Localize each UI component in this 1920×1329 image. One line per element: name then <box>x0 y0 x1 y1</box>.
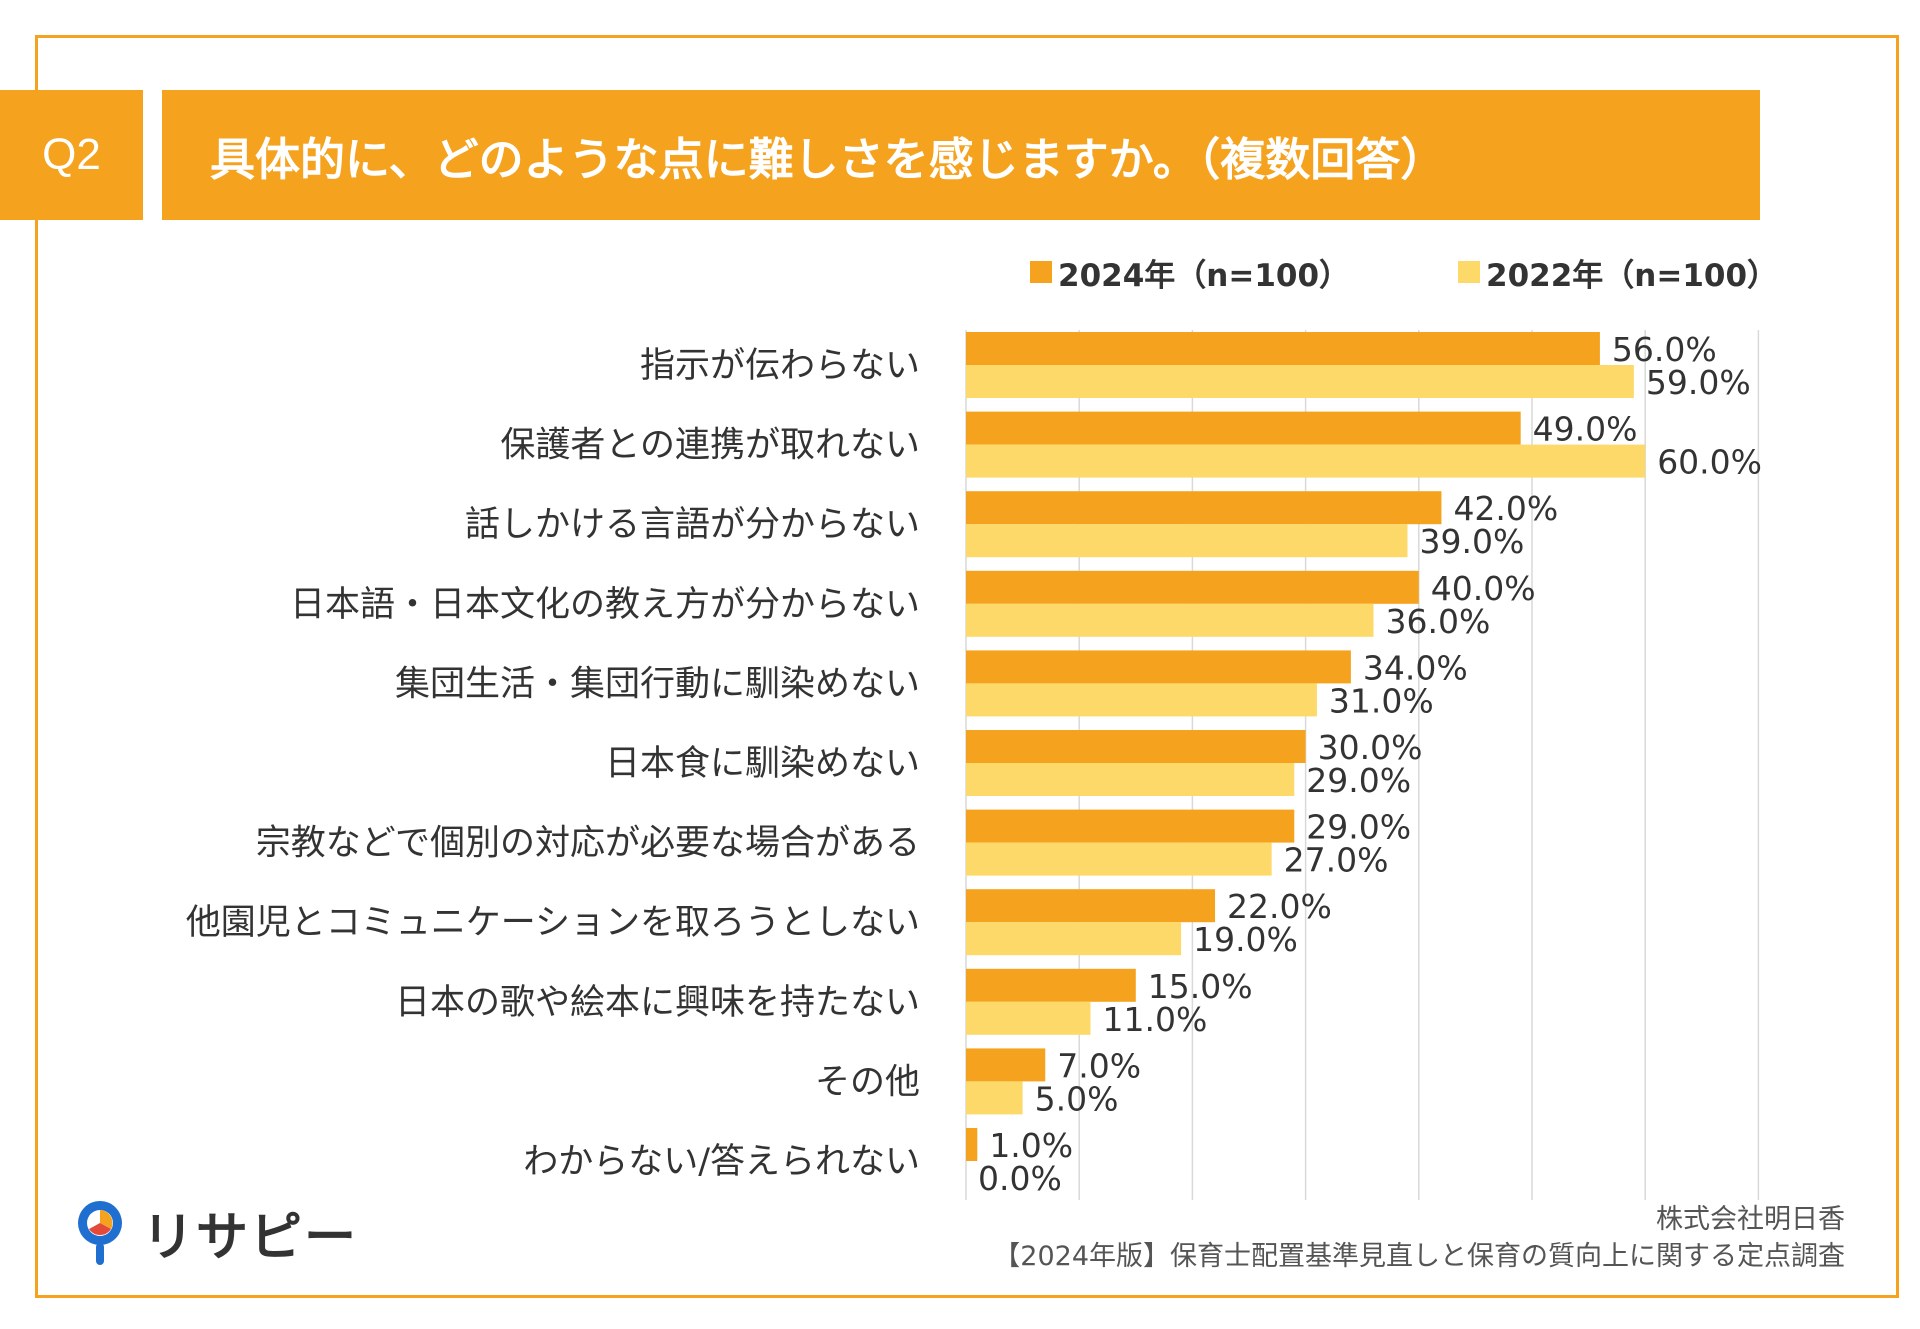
brand-logo: リサピー <box>70 1197 359 1268</box>
bar-2022 <box>966 763 1295 796</box>
data-label: 30.0% <box>1318 728 1423 767</box>
data-label: 42.0% <box>1453 489 1558 528</box>
bar-2024 <box>966 570 1419 604</box>
bar-2024 <box>966 650 1351 684</box>
company-name: 株式会社明日香 <box>1656 1204 1845 1235</box>
legend-label-2024: 2024年（n=100） <box>1058 257 1351 294</box>
data-label: 40.0% <box>1431 569 1536 608</box>
bar-2022 <box>966 603 1374 637</box>
category-label: 日本の歌や絵本に興味を持たない <box>395 983 920 1023</box>
bar-2024 <box>966 332 1600 365</box>
category-label: 宗教などで個別の対応が必要な場合がある <box>256 824 920 864</box>
data-label: 19.0% <box>1193 920 1298 959</box>
category-label: 集団生活・集団行動に馴染めない <box>395 664 920 704</box>
data-label: 1.0% <box>989 1126 1073 1165</box>
category-label: 日本語・日本文化の教え方が分からない <box>290 585 920 625</box>
bar-2022 <box>966 1081 1023 1115</box>
bar-2022 <box>966 842 1272 876</box>
outer-frame <box>35 35 1899 1298</box>
bar-2024 <box>966 889 1216 923</box>
data-label: 7.0% <box>1057 1046 1141 1085</box>
question-number-badge: Q2 <box>0 90 143 220</box>
data-label: 31.0% <box>1329 681 1434 720</box>
bar-2024 <box>966 730 1306 763</box>
bar-2022 <box>966 365 1634 398</box>
bar-2024 <box>966 809 1295 843</box>
data-label: 36.0% <box>1386 602 1491 641</box>
legend-swatch-2024 <box>1030 261 1052 283</box>
bar-2024 <box>966 1048 1046 1082</box>
pin-logo-icon <box>78 1201 122 1265</box>
logo-text: リサピー <box>142 1207 359 1268</box>
data-label: 22.0% <box>1227 887 1332 926</box>
data-label: 39.0% <box>1419 522 1524 561</box>
data-label: 49.0% <box>1533 410 1638 449</box>
category-label: わからない/答えられない <box>523 1142 920 1182</box>
bar-2022 <box>966 444 1646 478</box>
bar-2022 <box>966 683 1317 717</box>
data-label: 56.0% <box>1612 330 1717 369</box>
legend-label-2022: 2022年（n=100） <box>1486 257 1779 294</box>
data-label: 15.0% <box>1148 967 1253 1006</box>
data-label: 60.0% <box>1657 443 1762 482</box>
bar-2022 <box>966 524 1408 558</box>
bar-2024 <box>966 411 1521 445</box>
data-label: 5.0% <box>1035 1079 1119 1118</box>
survey-source: 【2024年版】保育士配置基準見直しと保育の質向上に関する定点調査 <box>993 1241 1845 1272</box>
data-label: 34.0% <box>1363 648 1468 687</box>
category-label: 他園児とコミュニケーションを取ろうとしない <box>186 903 920 943</box>
data-label: 29.0% <box>1306 808 1411 847</box>
category-label: その他 <box>815 1062 920 1102</box>
category-label: 保護者との連携が取れない <box>500 426 920 466</box>
data-label: 29.0% <box>1306 761 1411 800</box>
legend-swatch-2022 <box>1458 261 1480 283</box>
bar-2024 <box>966 1128 978 1161</box>
data-label: 11.0% <box>1103 1000 1208 1039</box>
data-label: 59.0% <box>1646 363 1751 402</box>
bar-2022 <box>966 922 1182 956</box>
category-label: 話しかける言語が分からない <box>465 505 920 545</box>
legend-item-2024: 2024年（n=100） <box>1030 252 1351 294</box>
legend-item-2022: 2022年（n=100） <box>1458 252 1779 294</box>
bar-2022 <box>966 1001 1091 1035</box>
category-label: 指示が伝わらない <box>640 346 920 386</box>
category-label: 日本食に馴染めない <box>605 744 920 784</box>
bar-2024 <box>966 968 1136 1002</box>
question-title: 具体的に、どのような点に難しさを感じますか。（複数回答） <box>162 90 1760 220</box>
data-label: 0.0% <box>978 1159 1062 1198</box>
data-label: 27.0% <box>1284 841 1389 880</box>
bar-2024 <box>966 491 1442 525</box>
